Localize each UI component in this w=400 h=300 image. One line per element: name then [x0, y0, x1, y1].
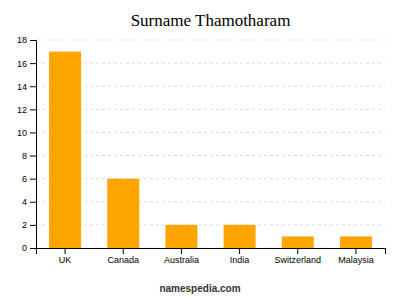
x-tick: Malaysia	[338, 248, 374, 265]
grid-line	[36, 86, 385, 87]
bar	[224, 225, 256, 248]
y-tick: 0	[22, 243, 36, 253]
x-tick: Switzerland	[274, 248, 321, 265]
y-tick-mark	[30, 109, 36, 110]
y-tick-label: 12	[17, 105, 27, 115]
y-tick-mark	[30, 156, 36, 157]
x-tick-label: Australia	[164, 255, 199, 265]
x-tick-mark	[355, 248, 356, 254]
y-tick: 10	[17, 128, 36, 138]
y-tick: 8	[22, 151, 36, 161]
y-tick-label: 4	[22, 197, 27, 207]
footer: namespedia.com	[159, 283, 240, 294]
title: Surname Thamotharam	[131, 11, 291, 30]
y-axis-line	[30, 41, 37, 249]
grid-line	[36, 109, 385, 110]
x-tick: Canada	[107, 248, 139, 265]
y-tick: 16	[17, 58, 36, 68]
x-tick-mark	[181, 248, 182, 254]
y-tick: 2	[22, 220, 36, 230]
grid-line	[36, 132, 385, 133]
y-axis: 0 2 4 6 8 10 12 14 16 18	[17, 35, 37, 253]
grid-line	[36, 63, 385, 64]
y-tick-mark	[30, 132, 36, 133]
bar	[165, 225, 197, 248]
y-tick: 6	[22, 174, 36, 184]
grid-line	[36, 224, 385, 225]
y-tick-mark	[30, 63, 36, 64]
bar	[49, 52, 81, 248]
y-tick-label: 18	[17, 35, 27, 45]
plot-area: 0 2 4 6 8 10 12 14 16 18 UK Canada Australia India Swi…	[17, 35, 386, 265]
y-tick: 18	[17, 35, 36, 45]
y-tick-label: 8	[22, 151, 27, 161]
bar	[107, 179, 139, 248]
x-tick-mark	[65, 248, 66, 254]
x-tick-label: Switzerland	[274, 255, 321, 265]
x-tick-label: Malaysia	[338, 255, 374, 265]
grid-line	[36, 178, 385, 179]
y-tick: 14	[17, 82, 36, 92]
y-tick-mark	[30, 86, 36, 87]
x-tick-mark	[297, 248, 298, 254]
y-tick: 12	[17, 105, 36, 115]
x-tick-label: Canada	[107, 255, 139, 265]
x-tick-mark	[239, 248, 240, 254]
bar	[282, 236, 314, 248]
grid-line	[36, 155, 385, 156]
x-tick: UK	[59, 248, 72, 265]
x-tick: India	[230, 248, 250, 265]
x-axis: UK Canada Australia India Switzerland Malaysi…	[37, 248, 386, 265]
grid-line	[36, 201, 385, 202]
y-tick-label: 10	[17, 128, 27, 138]
bars	[49, 52, 372, 248]
y-tick-mark	[30, 248, 36, 249]
x-tick-label: UK	[59, 255, 72, 265]
y-tick: 4	[22, 197, 36, 207]
y-tick-mark	[30, 202, 36, 203]
y-tick-mark	[30, 179, 36, 180]
y-tick-label: 14	[17, 82, 27, 92]
y-tick-mark	[30, 225, 36, 226]
y-tick-label: 0	[22, 243, 27, 253]
grid-line	[36, 40, 385, 41]
x-axis-line	[37, 249, 386, 255]
y-tick-mark	[30, 40, 36, 41]
x-tick-mark	[123, 248, 124, 254]
y-tick-label: 6	[22, 174, 27, 184]
chart: 0 2 4 6 8 10 12 14 16 18 UK Canada Australia India Swi…	[0, 0, 400, 300]
grid	[36, 40, 385, 248]
bar	[340, 236, 372, 248]
x-tick: Australia	[164, 248, 199, 265]
y-tick-label: 2	[22, 220, 27, 230]
y-tick-label: 16	[17, 58, 27, 68]
x-tick-label: India	[230, 255, 250, 265]
